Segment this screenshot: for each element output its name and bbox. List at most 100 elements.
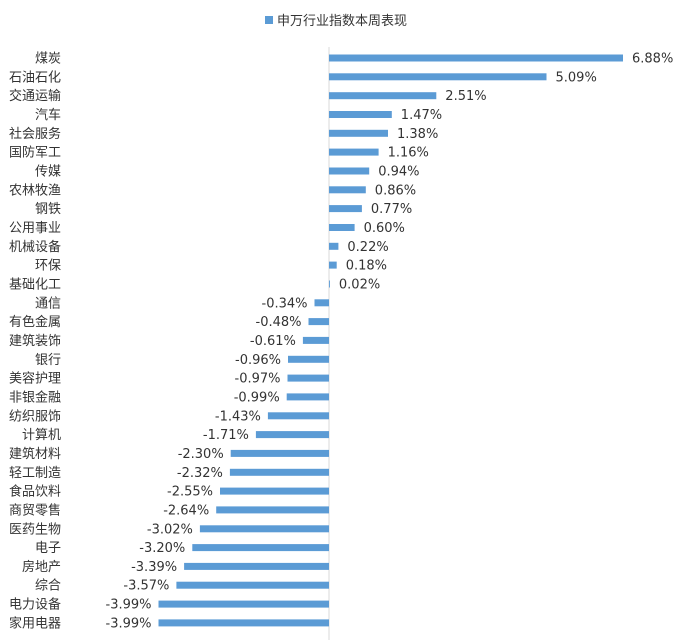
- legend-label: 申万行业指数本周表现: [277, 14, 407, 29]
- value-label: -1.43%: [215, 409, 261, 424]
- category-label: 建筑装饰: [9, 333, 61, 349]
- bar: [329, 73, 547, 81]
- value-label: 0.22%: [347, 240, 388, 255]
- category-label: 钢铁: [35, 202, 61, 217]
- chart-legend: 申万行业指数本周表现: [265, 14, 407, 29]
- bar: [286, 393, 329, 401]
- category-labels-group: 煤炭石油石化交通运输汽车社会服务国防军工传媒农林牧渔钢铁公用事业机械设备环保基础…: [9, 52, 61, 632]
- bar: [158, 619, 329, 627]
- value-label: 0.02%: [339, 278, 380, 293]
- value-label: 1.47%: [401, 108, 442, 123]
- bar: [199, 525, 329, 533]
- category-label: 银行: [35, 353, 61, 368]
- category-label: 商贸零售: [9, 502, 61, 518]
- category-label: 医药生物: [9, 522, 61, 537]
- bar: [308, 318, 329, 326]
- value-label: -0.34%: [262, 296, 308, 311]
- bar: [229, 468, 329, 476]
- value-label: -0.97%: [235, 372, 281, 387]
- category-label: 国防军工: [9, 145, 61, 161]
- legend-swatch: [265, 16, 273, 24]
- category-label: 家用电器: [9, 615, 61, 631]
- value-label: 0.86%: [375, 183, 416, 198]
- category-label: 计算机: [22, 428, 61, 443]
- category-label: 轻工制造: [9, 466, 61, 481]
- bar: [329, 129, 388, 137]
- value-label: 0.18%: [346, 259, 387, 274]
- bar: [158, 600, 329, 608]
- bar: [329, 167, 370, 175]
- value-label: 1.38%: [397, 127, 438, 142]
- bar: [192, 544, 329, 552]
- value-label: 6.88%: [632, 52, 673, 67]
- value-label: -3.57%: [123, 579, 169, 594]
- category-label: 食品饮料: [9, 484, 61, 500]
- value-label: 1.16%: [388, 146, 429, 161]
- bar: [230, 449, 329, 457]
- category-label: 农林牧渔: [9, 183, 61, 198]
- category-label: 环保: [35, 259, 61, 274]
- value-label: -3.99%: [106, 616, 152, 631]
- category-label: 有色金属: [9, 314, 61, 330]
- category-label: 电子: [35, 541, 61, 556]
- value-label: -0.48%: [256, 315, 302, 330]
- category-label: 汽车: [35, 107, 61, 123]
- bar: [329, 111, 392, 118]
- value-label: 0.94%: [378, 165, 419, 180]
- bar: [329, 261, 337, 269]
- bars-group: [158, 54, 623, 627]
- bar: [255, 431, 329, 439]
- bar: [267, 412, 329, 420]
- bar: [329, 205, 362, 213]
- bar: [288, 355, 329, 363]
- value-label: 2.51%: [445, 89, 486, 104]
- value-label: -3.20%: [139, 541, 185, 556]
- category-label: 纺织服饰: [9, 409, 61, 424]
- category-label: 石油石化: [9, 70, 61, 85]
- value-label: -1.71%: [203, 428, 249, 443]
- category-label: 社会服务: [9, 126, 61, 142]
- category-label: 基础化工: [9, 278, 61, 293]
- value-label: -2.55%: [167, 485, 213, 500]
- value-label: -2.64%: [163, 503, 209, 518]
- category-label: 非银金融: [9, 389, 61, 405]
- value-label: 0.60%: [364, 221, 405, 236]
- category-label: 美容护理: [9, 371, 61, 387]
- value-label: -3.39%: [131, 560, 177, 575]
- bar: [302, 336, 329, 344]
- bar: [329, 186, 366, 194]
- value-label: -3.99%: [106, 598, 152, 613]
- value-label: -2.30%: [178, 447, 224, 462]
- category-label: 公用事业: [9, 221, 61, 236]
- bar: [329, 54, 623, 62]
- category-label: 传媒: [35, 165, 61, 180]
- bar: [329, 92, 437, 100]
- category-label: 房地产: [22, 559, 61, 575]
- value-label: -2.32%: [177, 466, 223, 481]
- value-label: -0.96%: [235, 353, 281, 368]
- bar: [329, 148, 379, 156]
- bar: [287, 374, 329, 382]
- bar: [176, 581, 329, 589]
- value-label: 5.09%: [556, 70, 597, 85]
- bar: [220, 487, 329, 495]
- category-label: 通信: [35, 296, 61, 311]
- category-label: 交通运输: [9, 88, 61, 104]
- value-label: -0.99%: [234, 390, 280, 405]
- bar: [329, 224, 355, 231]
- bar: [329, 280, 330, 288]
- bar: [216, 506, 329, 514]
- value-label: 0.77%: [371, 202, 412, 217]
- category-label: 建筑材料: [9, 446, 61, 462]
- category-label: 电力设备: [9, 597, 61, 613]
- bar: [184, 562, 329, 570]
- bar: [314, 299, 329, 307]
- category-label: 煤炭: [35, 52, 61, 67]
- value-label: -3.02%: [147, 522, 193, 537]
- bar: [329, 242, 339, 250]
- value-label: -0.61%: [250, 334, 296, 349]
- category-label: 综合: [35, 579, 61, 594]
- value-labels-group: 6.88% 5.09% 2.51%1.47% 1.38% 1.16% 0.94% 0.86%…: [106, 52, 674, 632]
- category-label: 机械设备: [9, 239, 61, 255]
